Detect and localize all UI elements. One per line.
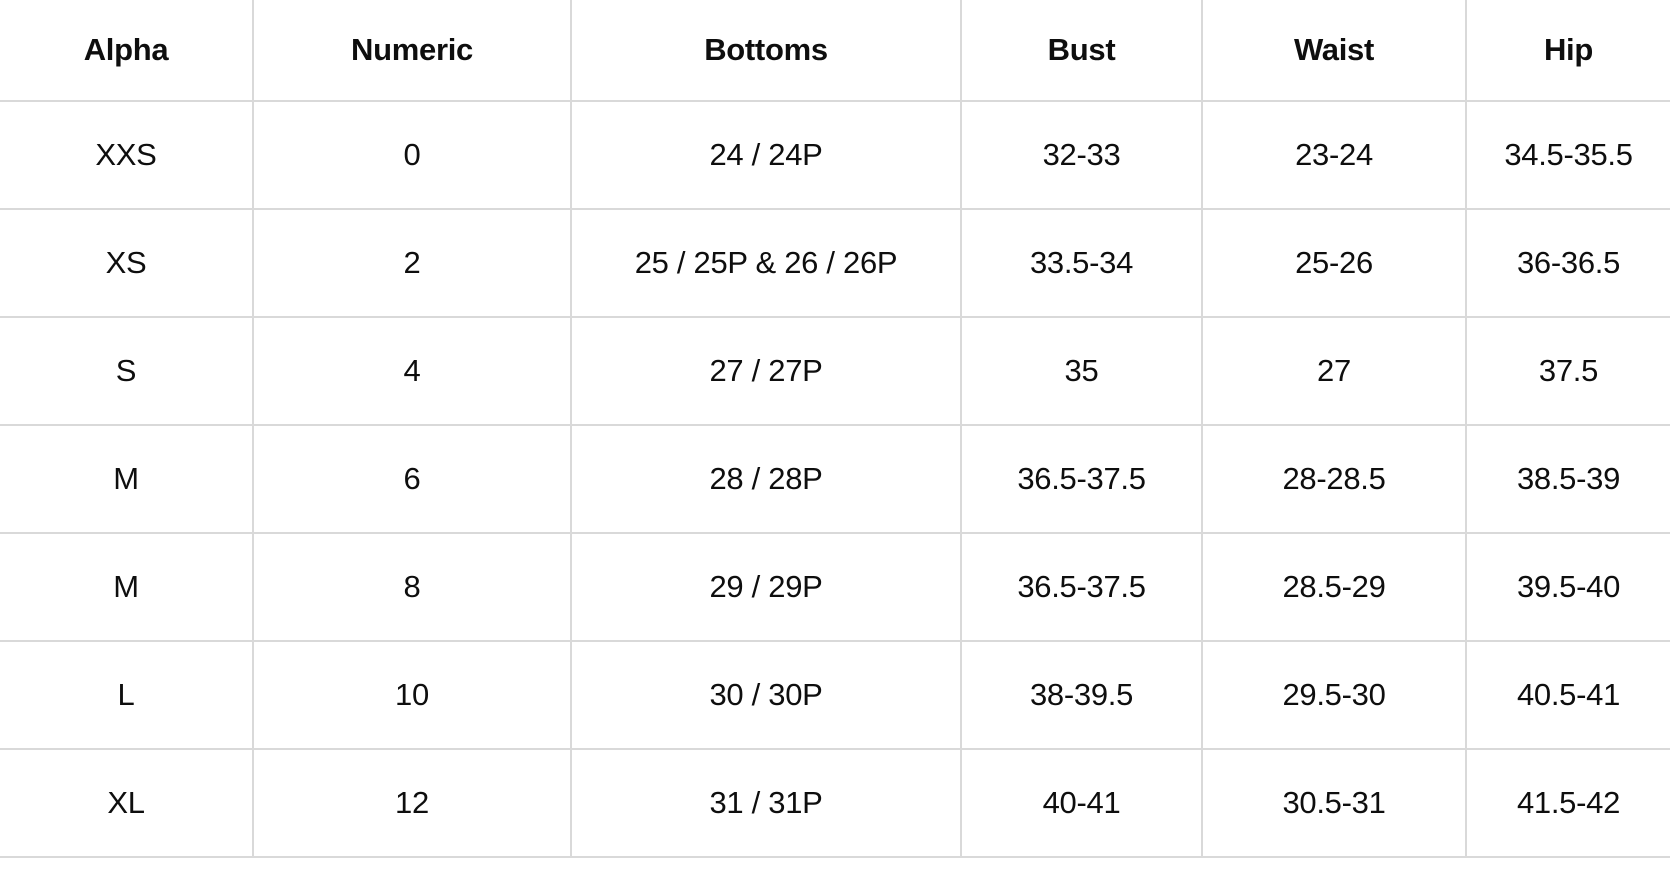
table-row: XS 2 25 / 25P & 26 / 26P 33.5-34 25-26 3… — [0, 208, 1670, 318]
cell-hip: 38.5-39 — [1465, 424, 1670, 534]
cell-alpha: XS — [0, 208, 254, 318]
column-header-hip: Hip — [1465, 0, 1670, 102]
cell-hip: 41.5-42 — [1465, 748, 1670, 858]
cell-bottoms: 31 / 31P — [570, 748, 962, 858]
table-row: M 6 28 / 28P 36.5-37.5 28-28.5 38.5-39 — [0, 424, 1670, 534]
column-header-alpha: Alpha — [0, 0, 254, 102]
table-row: XL 12 31 / 31P 40-41 30.5-31 41.5-42 — [0, 748, 1670, 858]
cell-waist: 29.5-30 — [1201, 640, 1467, 750]
cell-alpha: S — [0, 316, 254, 426]
column-header-numeric: Numeric — [252, 0, 572, 102]
table-row: L 10 30 / 30P 38-39.5 29.5-30 40.5-41 — [0, 640, 1670, 750]
column-header-bottoms: Bottoms — [570, 0, 962, 102]
cell-hip: 37.5 — [1465, 316, 1670, 426]
column-header-waist: Waist — [1201, 0, 1467, 102]
cell-waist: 30.5-31 — [1201, 748, 1467, 858]
cell-bust: 35 — [960, 316, 1203, 426]
cell-waist: 23-24 — [1201, 100, 1467, 210]
cell-bottoms: 28 / 28P — [570, 424, 962, 534]
cell-bottoms: 27 / 27P — [570, 316, 962, 426]
table-row: S 4 27 / 27P 35 27 37.5 — [0, 316, 1670, 426]
cell-bottoms: 30 / 30P — [570, 640, 962, 750]
table-row: XXS 0 24 / 24P 32-33 23-24 34.5-35.5 — [0, 100, 1670, 210]
cell-waist: 28.5-29 — [1201, 532, 1467, 642]
cell-alpha: M — [0, 424, 254, 534]
cell-waist: 27 — [1201, 316, 1467, 426]
cell-bottoms: 29 / 29P — [570, 532, 962, 642]
cell-waist: 25-26 — [1201, 208, 1467, 318]
cell-hip: 36-36.5 — [1465, 208, 1670, 318]
cell-numeric: 2 — [252, 208, 572, 318]
header-row: Alpha Numeric Bottoms Bust Waist Hip — [0, 0, 1670, 102]
cell-alpha: M — [0, 532, 254, 642]
cell-bust: 36.5-37.5 — [960, 532, 1203, 642]
cell-numeric: 12 — [252, 748, 572, 858]
cell-alpha: L — [0, 640, 254, 750]
cell-numeric: 0 — [252, 100, 572, 210]
cell-waist: 28-28.5 — [1201, 424, 1467, 534]
cell-bust: 33.5-34 — [960, 208, 1203, 318]
cell-numeric: 10 — [252, 640, 572, 750]
cell-bust: 36.5-37.5 — [960, 424, 1203, 534]
cell-hip: 40.5-41 — [1465, 640, 1670, 750]
cell-alpha: XXS — [0, 100, 254, 210]
cell-bust: 40-41 — [960, 748, 1203, 858]
cell-numeric: 4 — [252, 316, 572, 426]
column-header-bust: Bust — [960, 0, 1203, 102]
size-chart-table: Alpha Numeric Bottoms Bust Waist Hip XXS… — [0, 0, 1670, 858]
cell-bottoms: 25 / 25P & 26 / 26P — [570, 208, 962, 318]
cell-numeric: 8 — [252, 532, 572, 642]
cell-bust: 32-33 — [960, 100, 1203, 210]
cell-bottoms: 24 / 24P — [570, 100, 962, 210]
table-row: M 8 29 / 29P 36.5-37.5 28.5-29 39.5-40 — [0, 532, 1670, 642]
cell-hip: 39.5-40 — [1465, 532, 1670, 642]
cell-bust: 38-39.5 — [960, 640, 1203, 750]
cell-numeric: 6 — [252, 424, 572, 534]
cell-alpha: XL — [0, 748, 254, 858]
cell-hip: 34.5-35.5 — [1465, 100, 1670, 210]
